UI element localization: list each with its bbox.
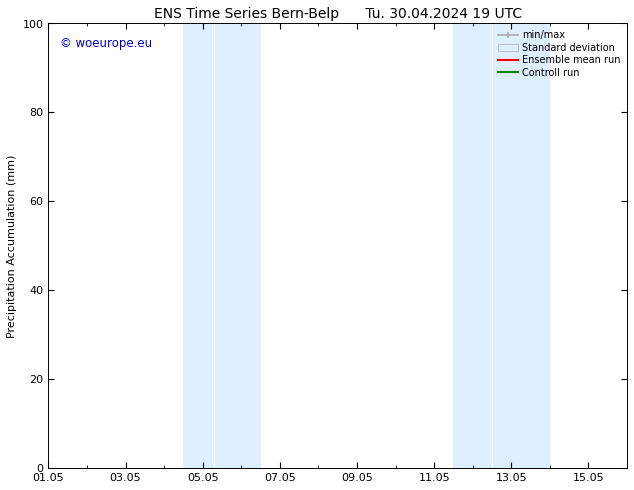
Text: © woeurope.eu: © woeurope.eu — [60, 37, 152, 50]
Bar — [492, 24, 550, 468]
Title: ENS Time Series Bern-Belp      Tu. 30.04.2024 19 UTC: ENS Time Series Bern-Belp Tu. 30.04.2024… — [153, 7, 522, 21]
Bar — [453, 24, 492, 468]
Legend: min/max, Standard deviation, Ensemble mean run, Controll run: min/max, Standard deviation, Ensemble me… — [496, 28, 622, 79]
Bar — [214, 24, 261, 468]
Y-axis label: Precipitation Accumulation (mm): Precipitation Accumulation (mm) — [7, 154, 17, 338]
Bar — [183, 24, 214, 468]
